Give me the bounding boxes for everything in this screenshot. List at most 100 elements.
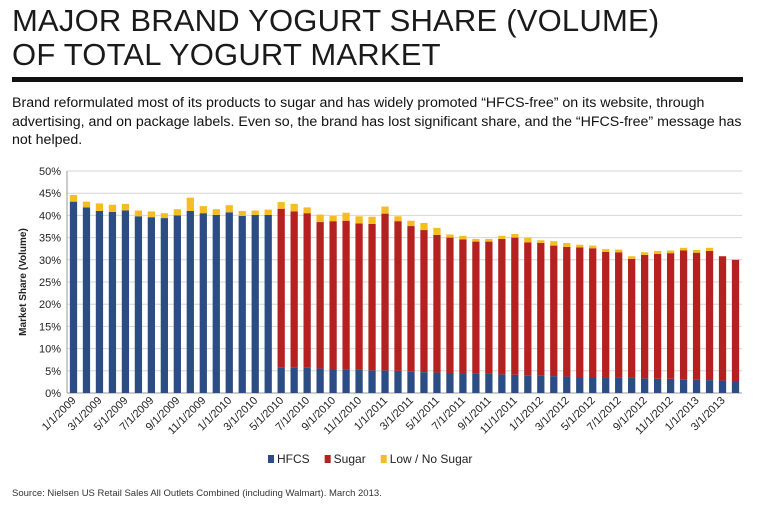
bar-hfcs [459, 373, 467, 393]
bar-sugar [355, 223, 363, 370]
bar-low-no-sugar [160, 213, 168, 219]
bar-hfcs [498, 374, 506, 393]
bar-hfcs [212, 214, 220, 393]
bar-hfcs [407, 371, 415, 393]
bar-sugar [705, 250, 714, 381]
stacked-bar-chart: 0% 5% 10% 15% 20% 25% 30% 35% 40% 45% 50% Market Sh… [18, 166, 742, 466]
bar-hfcs [692, 379, 701, 393]
bar-low-no-sugar [173, 209, 181, 216]
bar-hfcs [446, 373, 454, 393]
bar-low-no-sugar [576, 244, 584, 248]
y-tick-label: 10% [39, 344, 61, 356]
bar-sugar [498, 238, 506, 375]
bar-low-no-sugar [602, 249, 610, 252]
bar-hfcs [679, 379, 688, 393]
bar-hfcs [511, 374, 519, 393]
bar-low-no-sugar [225, 205, 233, 213]
bar-hfcs [82, 207, 91, 393]
bar-low-no-sugar [264, 209, 272, 215]
bar-low-no-sugar [615, 249, 623, 253]
bar-hfcs [69, 201, 78, 393]
bar-low-no-sugar [524, 237, 532, 243]
bar-hfcs [705, 380, 714, 393]
bar-low-no-sugar [329, 215, 337, 222]
bar-low-no-sugar [485, 238, 493, 242]
bar-sugar [641, 254, 649, 379]
bar-sugar [329, 221, 337, 370]
bar-sugar [420, 230, 428, 373]
bar-low-no-sugar [459, 235, 467, 240]
bar-low-no-sugar [303, 207, 311, 214]
legend-label: Low / No Sugar [390, 452, 473, 466]
bar-sugar [563, 246, 571, 377]
bar-low-no-sugar [212, 209, 220, 215]
legend-label: Sugar [334, 452, 366, 466]
bar-hfcs [485, 373, 493, 393]
bar-hfcs [524, 375, 532, 393]
y-tick-label: 45% [39, 188, 61, 200]
bar-hfcs [238, 215, 246, 393]
bar-low-no-sugar [394, 216, 402, 222]
bar-sugar [628, 258, 636, 378]
bar-low-no-sugar [95, 203, 104, 211]
bar-low-no-sugar [589, 245, 597, 249]
y-tick-label: 40% [39, 210, 61, 222]
bar-low-no-sugar [251, 210, 259, 215]
bar-low-no-sugar [666, 250, 675, 254]
bar-hfcs [368, 370, 376, 393]
bar-low-no-sugar [550, 241, 558, 246]
y-tick-label: 50% [39, 166, 61, 178]
bar-hfcs [225, 212, 233, 393]
bar-hfcs [433, 372, 441, 393]
bar-low-no-sugar [407, 220, 415, 227]
bar-hfcs [251, 214, 259, 393]
bar-hfcs [355, 369, 363, 393]
bar-sugar [653, 254, 662, 379]
bar-hfcs [718, 380, 727, 393]
bar-hfcs [173, 215, 181, 393]
bar-hfcs [641, 378, 649, 393]
bar-sugar [679, 250, 688, 380]
legend-label: HFCS [277, 452, 310, 466]
y-tick-label: 0% [45, 388, 61, 400]
bar-hfcs [121, 210, 130, 393]
bar-low-no-sugar [705, 247, 714, 251]
bar-low-no-sugar [69, 194, 78, 202]
bar-hfcs [537, 375, 545, 393]
bar-hfcs [186, 210, 194, 393]
bar-low-no-sugar [692, 250, 701, 253]
source-note: Source: Nielsen US Retail Sales All Outl… [12, 488, 382, 499]
bar-hfcs [420, 372, 428, 393]
bar-sugar [718, 256, 727, 381]
bar-hfcs [342, 369, 350, 393]
bar-sugar [692, 252, 701, 380]
bar-hfcs [550, 376, 558, 393]
title-rule [12, 77, 743, 82]
bar-hfcs [147, 217, 156, 393]
bar-low-no-sugar [134, 210, 143, 217]
chart-subtitle: Brand reformulated most of its products … [12, 95, 742, 148]
bar-sugar [589, 248, 597, 378]
bar-sugar [316, 222, 324, 369]
bar-low-no-sugar [147, 211, 156, 218]
bar-sugar [472, 241, 480, 374]
bar-low-no-sugar [368, 216, 376, 224]
bar-hfcs [628, 377, 636, 393]
bar-hfcs [472, 373, 480, 393]
bar-low-no-sugar [108, 204, 117, 212]
bar-sugar [511, 237, 519, 375]
bar-low-no-sugar [381, 206, 389, 214]
bar-low-no-sugar [511, 234, 519, 238]
bar-sugar [368, 223, 376, 371]
bar-sugar [381, 213, 389, 371]
bar-low-no-sugar [342, 212, 350, 221]
bar-hfcs [108, 211, 117, 393]
bar-hfcs [666, 378, 675, 393]
y-tick-label: 35% [39, 233, 61, 245]
bar-sugar [550, 245, 558, 377]
bar-sugar [394, 221, 402, 371]
bar-hfcs [602, 377, 610, 393]
bar-sugar [342, 220, 350, 370]
bar-low-no-sugar [472, 238, 480, 242]
bar-hfcs [394, 370, 402, 393]
